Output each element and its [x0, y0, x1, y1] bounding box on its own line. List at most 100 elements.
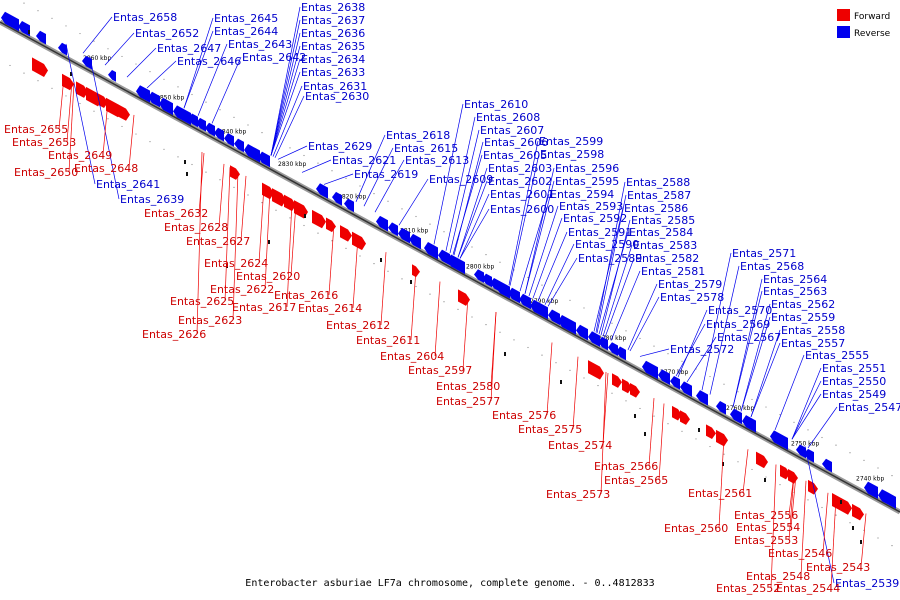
- reverse-gene: [238, 138, 244, 153]
- forward-gene: [852, 503, 860, 521]
- forward-gene-label: Entas_2565: [604, 474, 668, 487]
- guide-dot: [121, 55, 123, 58]
- reverse-gene-label: Entas_2593: [559, 200, 623, 213]
- leader-line: [146, 60, 177, 89]
- reverse-gene: [662, 369, 670, 385]
- guide-dot: [849, 452, 851, 454]
- reverse-gene-label: Entas_2602: [488, 175, 552, 188]
- reverse-gene: [478, 269, 484, 283]
- reverse-gene-arrow: [244, 144, 248, 157]
- forward-gene-label: Entas_2616: [274, 289, 338, 302]
- forward-gene: [780, 464, 786, 480]
- forward-gene-label: Entas_2597: [408, 364, 472, 377]
- reverse-gene-arrow: [148, 91, 152, 103]
- leader-line: [677, 309, 708, 378]
- leader-line: [788, 474, 795, 541]
- forward-gene-label: Entas_2648: [74, 162, 138, 175]
- leader-line: [532, 217, 563, 299]
- guide-dot: [37, 10, 39, 12]
- reverse-gene-label: Entas_2606: [484, 136, 548, 149]
- leader-line: [264, 188, 271, 290]
- forward-gene-arrow: [814, 483, 818, 495]
- leader-line: [434, 281, 441, 357]
- reverse-gene-arrow: [344, 198, 348, 209]
- guide-dot: [247, 124, 249, 126]
- reverse-gene: [826, 458, 832, 473]
- reverse-gene-label: Entas_2583: [633, 239, 697, 252]
- leader-line: [658, 403, 665, 481]
- reverse-gene: [177, 105, 191, 125]
- leader-line: [232, 171, 239, 321]
- reverse-gene-label: Entas_2643: [228, 38, 292, 51]
- leader-line: [433, 103, 464, 245]
- guide-dot: [807, 499, 809, 501]
- guide-dot: [583, 377, 585, 379]
- reverse-gene-label: Entas_2578: [660, 291, 724, 304]
- reverse-gene-label: Entas_2572: [670, 343, 734, 356]
- forward-gene-label: Entas_2577: [436, 395, 500, 408]
- reverse-gene-arrow: [576, 324, 580, 336]
- reverse-gene: [380, 215, 388, 232]
- reverse-gene-arrow: [474, 269, 478, 280]
- reverse-gene-arrow: [18, 20, 22, 33]
- reverse-gene-label: Entas_2619: [354, 168, 418, 181]
- forward-gene-label: Entas_2611: [356, 334, 420, 347]
- forward-gene: [412, 264, 416, 278]
- guide-dot: [247, 194, 249, 196]
- reverse-gene: [486, 273, 492, 288]
- leader-line: [750, 329, 781, 417]
- reverse-gene-label: Entas_2607: [480, 124, 544, 137]
- leader-line: [544, 243, 575, 305]
- leader-line: [770, 464, 777, 589]
- leader-line: [374, 159, 405, 213]
- guide-dot: [303, 224, 305, 227]
- guide-dot: [667, 423, 669, 425]
- reverse-gene: [262, 151, 270, 168]
- guide-dot: [835, 514, 837, 516]
- marker: [560, 380, 562, 384]
- guide-dot: [289, 147, 291, 149]
- guide-dot: [51, 17, 53, 19]
- reverse-gene-arrow: [82, 55, 86, 67]
- guide-dot: [65, 25, 67, 27]
- reverse-gene: [602, 336, 608, 351]
- forward-gene-label: Entas_2553: [734, 534, 798, 547]
- guide-dot: [807, 429, 809, 431]
- leader-line: [791, 367, 822, 440]
- reverse-gene-label: Entas_2579: [658, 278, 722, 291]
- leader-line: [301, 159, 332, 173]
- marker: [268, 240, 270, 244]
- marker: [184, 160, 186, 164]
- guide-dot: [345, 177, 347, 179]
- guide-dot: [891, 545, 893, 547]
- leader-line: [508, 140, 539, 286]
- forward-gene-label: Entas_2617: [232, 301, 296, 314]
- leader-line: [270, 6, 301, 156]
- leader-line: [270, 32, 301, 156]
- leader-line: [800, 480, 807, 577]
- legend-reverse-label: Reverse: [854, 29, 891, 39]
- forward-gene-label: Entas_2543: [806, 561, 870, 574]
- guide-dot: [135, 63, 137, 65]
- guide-dot: [877, 467, 879, 469]
- reverse-gene-arrow: [716, 401, 720, 412]
- reverse-gene-arrow: [770, 430, 774, 443]
- guide-dot: [177, 156, 179, 158]
- reverse-gene: [5, 11, 19, 32]
- reverse-gene-label: Entas_2539: [835, 577, 899, 590]
- leader-line: [459, 208, 490, 259]
- reverse-gene-arrow: [598, 336, 602, 348]
- leader-line: [197, 43, 228, 116]
- reverse-gene-label: Entas_2644: [214, 25, 278, 38]
- marker: [852, 526, 854, 530]
- forward-gene-label: Entas_2623: [178, 314, 242, 327]
- reverse-gene-label: Entas_2587: [627, 189, 691, 202]
- reverse-gene-arrow: [658, 369, 662, 381]
- forward-gene: [76, 81, 84, 98]
- reverse-gene-arrow: [616, 346, 620, 357]
- guide-dot: [765, 476, 767, 478]
- leader-line: [860, 513, 867, 568]
- leader-line: [807, 406, 838, 449]
- forward-gene: [706, 424, 712, 440]
- guide-dot: [93, 40, 95, 42]
